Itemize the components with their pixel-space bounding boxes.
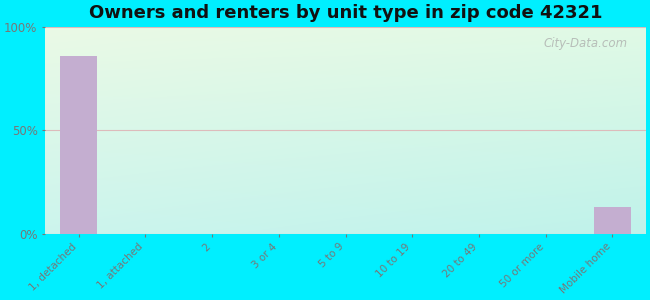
Bar xyxy=(594,207,630,234)
Title: Owners and renters by unit type in zip code 42321: Owners and renters by unit type in zip c… xyxy=(89,4,603,22)
Bar xyxy=(60,56,97,234)
Text: City-Data.com: City-Data.com xyxy=(543,37,628,50)
